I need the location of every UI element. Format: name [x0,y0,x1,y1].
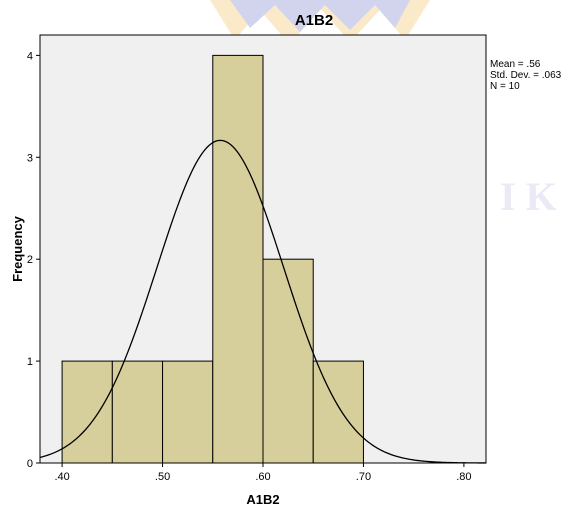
svg-text:I K: I K [500,174,557,219]
histogram-bar-6 [312,360,364,464]
x-tick-label: .40 [54,471,69,483]
x-tick-label: .50 [155,471,170,483]
x-axis-label: A1B2 [246,492,279,507]
x-tick-label: .80 [456,471,471,483]
chart-title: A1B2 [295,12,333,29]
histogram-bar-3 [162,360,214,464]
stats-box: Mean = .56 Std. Dev. = .063 N = 10 [490,59,562,92]
stat-n: N = 10 [490,81,520,92]
stat-std-dev: Std. Dev. = .063 [490,70,562,81]
y-tick-label: 1 [27,356,33,368]
histogram-bar-2 [111,360,164,464]
y-tick-label: 3 [27,152,33,164]
normal-curve [39,139,486,464]
x-tick-label: .60 [255,471,270,483]
y-tick-label: 2 [27,254,33,266]
histogram-bar-4 [212,54,264,464]
histogram-bars [61,54,364,464]
x-axis: .40 .50 .60 .70 .80 [54,463,472,483]
stat-mean: Mean = .56 [490,59,541,70]
histogram-bar-1 [61,360,113,464]
x-tick-label: .70 [356,471,371,483]
y-axis: 0 1 2 3 4 [27,50,40,470]
y-tick-label: 0 [27,458,33,470]
y-axis-label: Frequency [10,215,25,282]
y-tick-label: 4 [27,50,33,62]
histogram-bar-5 [262,258,314,464]
